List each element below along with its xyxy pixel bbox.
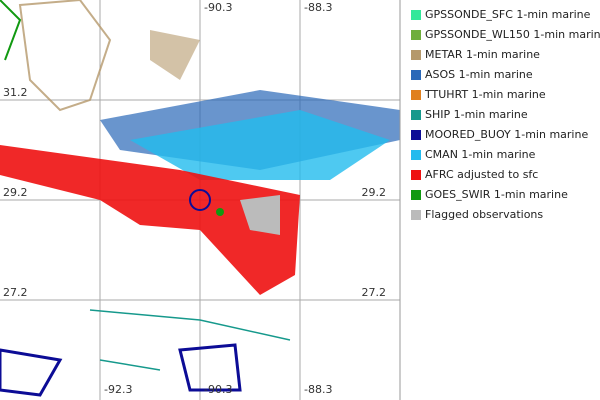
legend-swatch [411, 10, 421, 20]
lon-label: -88.3 [304, 1, 332, 14]
legend-label: CMAN 1-min marine [425, 148, 536, 161]
ship-barbs [89, 309, 291, 371]
legend-label: SHIP 1-min marine [425, 108, 528, 121]
legend-swatch [411, 190, 421, 200]
cman-barbs [130, 110, 390, 180]
legend: GPSSONDE_SFC 1-min marine GPSSONDE_WL150 … [411, 8, 600, 221]
legend-label: METAR 1-min marine [425, 48, 540, 61]
lon-label: -90.3 [204, 383, 232, 396]
metar-barbs [150, 30, 200, 80]
legend-label: ASOS 1-min marine [425, 68, 533, 81]
legend-swatch [411, 110, 421, 120]
lon-label: -88.3 [304, 383, 332, 396]
lat-label: 29.2 [362, 186, 387, 199]
legend-label: GPSSONDE_SFC 1-min marine [425, 8, 591, 21]
legend-panel [401, 0, 600, 400]
legend-label: MOORED_BUOY 1-min marine [425, 128, 588, 141]
legend-swatch [411, 30, 421, 40]
buoy-marker [189, 189, 211, 211]
legend-swatch [411, 130, 421, 140]
grid-labels: -90.3 -88.3 31.2 29.2 27.2 29.2 27.2 -92… [3, 1, 386, 396]
buoy-barbs [0, 348, 63, 397]
metar-barbs [18, 0, 112, 112]
legend-swatch [411, 150, 421, 160]
legend-swatch [411, 70, 421, 80]
lat-label: 27.2 [362, 286, 387, 299]
legend-swatch [411, 50, 421, 60]
legend-swatch [411, 210, 421, 220]
legend-label: Flagged observations [425, 208, 543, 221]
observations [0, 0, 400, 397]
goes-marker [216, 208, 224, 216]
lon-label: -90.3 [204, 1, 232, 14]
legend-swatch [411, 90, 421, 100]
lat-label: 29.2 [3, 186, 28, 199]
legend-label: GPSSONDE_WL150 1-min marine [425, 28, 600, 41]
buoy-barbs [178, 343, 242, 392]
lat-label: 27.2 [3, 286, 28, 299]
flagged-obs [240, 195, 280, 235]
lon-label: -92.3 [104, 383, 132, 396]
lat-label: 31.2 [3, 86, 28, 99]
goes-barbs [0, 0, 22, 61]
legend-label: TTUHRT 1-min marine [424, 88, 546, 101]
legend-label: AFRC adjusted to sfc [425, 168, 538, 181]
legend-swatch [411, 170, 421, 180]
afrc-barbs [0, 145, 300, 295]
legend-label: GOES_SWIR 1-min marine [425, 188, 568, 201]
